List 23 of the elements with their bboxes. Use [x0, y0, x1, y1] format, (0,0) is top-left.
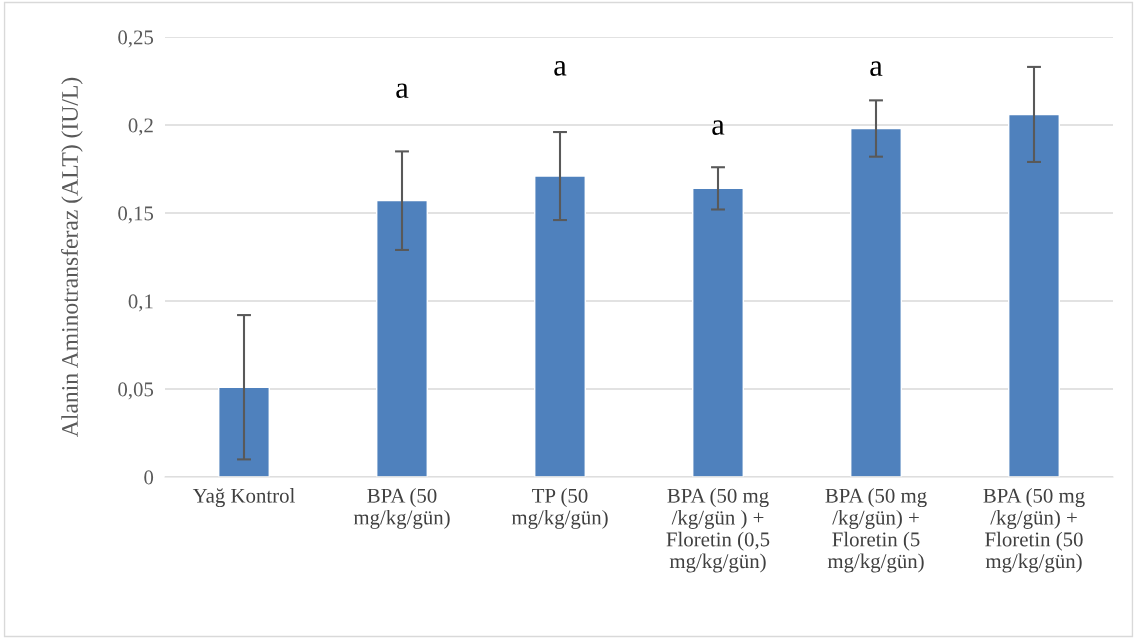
annotation: a — [554, 61, 567, 76]
y-tick-label: 0,2 — [128, 118, 153, 136]
annotation: a — [712, 120, 725, 135]
bar — [850, 127, 902, 477]
x-tick-label: BPA (50 mg/kg/gün) — [353, 488, 450, 529]
y-tick-label: 0,25 — [118, 30, 154, 48]
annotation: a — [396, 83, 409, 99]
bar — [692, 187, 744, 477]
annotation: a — [870, 61, 883, 77]
y-tick-label: 0,05 — [118, 382, 154, 400]
y-axis-title: Alanin Aminotransferaz (ALT) (IU/L) — [61, 77, 83, 437]
y-tick-label: 0,1 — [128, 294, 153, 312]
x-tick-label: BPA (50 mg /kg/gün) + Floretin (50 mg/kg/gün) — [983, 488, 1085, 573]
x-tick-label: BPA (50 mg /kg/gün ) + Floretin (0,5 mg/kg/gün) — [666, 488, 770, 573]
y-tick-label: 0 — [144, 470, 154, 485]
bar — [376, 199, 428, 477]
bar — [534, 175, 586, 477]
bar — [218, 386, 270, 477]
x-tick-label: TP (50 mg/kg/gün) — [511, 488, 608, 529]
y-tick-label: 0,15 — [118, 206, 154, 224]
bar — [1008, 113, 1060, 477]
x-tick-label: Yağ Kontrol — [192, 488, 295, 508]
x-tick-label: BPA (50 mg /kg/gün) + Floretin (5 mg/kg/gün) — [825, 488, 927, 573]
